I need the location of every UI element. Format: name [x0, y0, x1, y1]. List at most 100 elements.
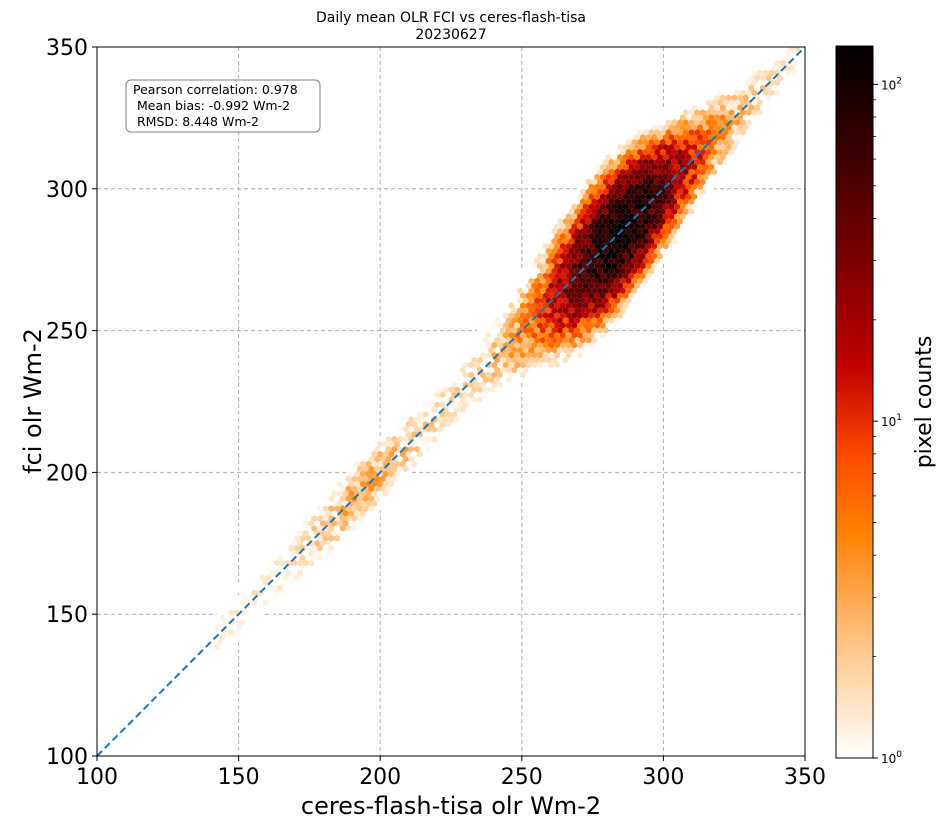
hexbin-cell — [371, 440, 378, 448]
hexbin-cell — [285, 539, 292, 547]
hexbin-cell — [480, 391, 486, 398]
hexbin-cell — [434, 440, 440, 448]
hexbin-cell — [437, 386, 443, 393]
hexbin-cell — [645, 193, 652, 200]
hexbin-cell — [574, 247, 580, 255]
hexbin-cell — [508, 312, 515, 319]
hexbin-cell — [374, 435, 380, 443]
hexbin-cell — [608, 297, 615, 304]
hexbin-cell — [514, 292, 520, 299]
hexbin-cell — [774, 59, 780, 67]
hexbin-cell — [439, 431, 446, 438]
hexbin-cell — [614, 277, 620, 285]
hexbin-cell — [625, 267, 632, 275]
hexbin-cell — [557, 356, 563, 364]
hexbin-cell — [628, 153, 635, 161]
hexbin-cell — [585, 178, 592, 186]
hexbin-cell — [568, 228, 575, 235]
hexbin-cell — [271, 544, 277, 552]
hexbin-cell — [702, 134, 709, 141]
hexbin-cell — [505, 356, 512, 364]
hexbin-cell — [660, 208, 666, 215]
hexbin-cell — [640, 193, 646, 200]
hexbin-cell — [540, 356, 546, 364]
hexbin-cell — [577, 193, 583, 200]
hexbin-cell — [585, 168, 592, 176]
hexbin-cell — [745, 89, 752, 96]
hexbin-cell — [662, 114, 669, 121]
hexbin-cell — [688, 119, 695, 126]
hexbin-cell — [259, 574, 266, 582]
hexbin-cell — [700, 188, 706, 195]
hexbin-cell — [714, 114, 720, 121]
hexbin-cell — [800, 64, 805, 72]
hexbin-cell — [597, 287, 603, 294]
hexbin-cell — [680, 143, 686, 151]
hexbin-cell — [671, 228, 678, 235]
hexbin-cell — [468, 381, 475, 389]
hexbin-cell — [277, 594, 283, 601]
hexbin-cell — [591, 307, 598, 314]
hexbin-cell — [800, 54, 805, 62]
hexbin-cell — [797, 69, 803, 77]
hexbin-cell — [717, 168, 723, 176]
hexbin-cell — [345, 525, 352, 532]
hexbin-cell — [565, 252, 572, 260]
hexbin-cell — [548, 351, 555, 359]
hexbin-cell — [620, 188, 626, 195]
hexbin-cell — [605, 312, 612, 319]
hexbin-cell — [322, 515, 329, 522]
hexbin-cell — [591, 208, 598, 215]
hexbin-cell — [588, 242, 595, 250]
hexbin-cell — [685, 193, 692, 200]
hexbin-cell — [631, 307, 638, 314]
hexbin-cell — [548, 252, 555, 260]
hexbin-cell — [611, 213, 618, 220]
hexbin-cell — [580, 178, 586, 186]
hexbin-cell — [474, 332, 480, 339]
hexbin-cell — [591, 228, 598, 235]
hexbin-cell — [574, 188, 580, 195]
hexbin-cell — [580, 346, 586, 354]
hexbin-cell — [668, 163, 675, 171]
hexbin-cell — [648, 188, 655, 195]
hexbin-cell — [662, 163, 669, 171]
hexbin-cell — [717, 99, 723, 106]
hexbin-cell — [337, 500, 343, 507]
hexbin-cell — [551, 297, 558, 304]
hexbin-cell — [577, 282, 583, 290]
hexbin-cell — [622, 183, 629, 191]
hexbin-cell — [491, 371, 498, 379]
hexbin-cell — [705, 89, 712, 96]
hexbin-cell — [611, 322, 618, 329]
hexbin-cell — [651, 223, 658, 230]
hexbin-cell — [794, 84, 800, 92]
hexbin-cell — [331, 490, 338, 497]
hexbin-cell — [585, 317, 592, 324]
hexbin-cell — [242, 614, 249, 621]
chart-title-line-1: Daily mean OLR FCI vs ceres-flash-tisa — [316, 10, 586, 26]
hexbin-cell — [577, 341, 583, 349]
hexbin-cell — [568, 218, 575, 225]
hexbin-cell — [437, 376, 443, 384]
hexbin-cell — [488, 386, 495, 393]
hexbin-cell — [737, 84, 743, 92]
hexbin-cell — [365, 460, 372, 468]
hexbin-cell — [419, 396, 426, 403]
hexbin-cell — [568, 327, 575, 334]
hexbin-cell — [591, 237, 598, 245]
hexbin-cell — [665, 247, 672, 255]
hexbin-cell — [497, 361, 503, 369]
hexbin-cell — [771, 47, 778, 52]
hexbin-cell — [454, 416, 460, 423]
hexbin-cell — [711, 89, 718, 96]
hexbin-cell — [217, 648, 223, 656]
hexbin-cell — [494, 317, 500, 324]
hexbin-cell — [657, 262, 663, 270]
hexbin-cell — [328, 505, 335, 512]
hexbin-cell — [331, 539, 338, 547]
hexbin-cell — [682, 138, 689, 146]
hexbin-cell — [640, 134, 646, 141]
hexbin-cell — [705, 109, 712, 116]
